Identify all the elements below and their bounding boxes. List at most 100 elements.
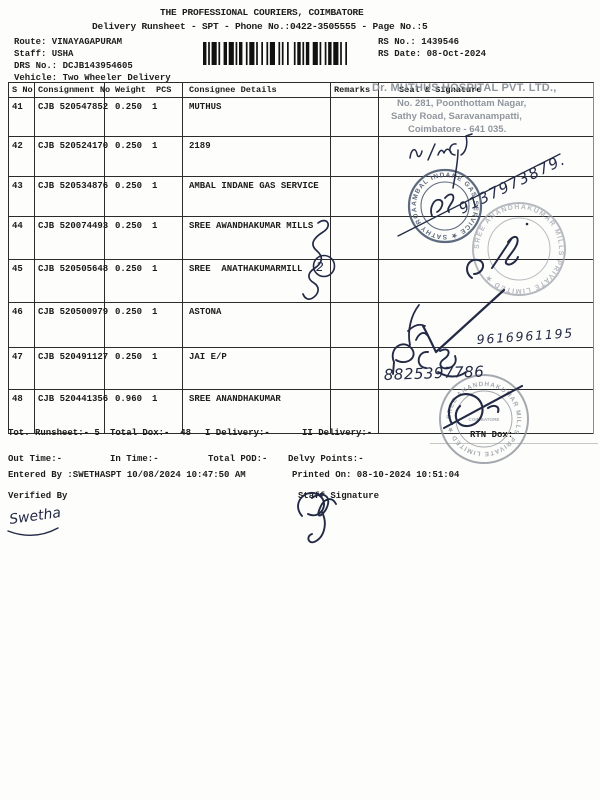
cell-pcs: 1: [152, 181, 158, 191]
cell-remarks: [331, 98, 379, 136]
address-stamp-line2: No. 281, Poonthottam Nagar,: [397, 98, 527, 109]
in-time: In Time:-: [110, 454, 159, 464]
col-pcs: PCS: [155, 85, 172, 95]
cell-remarks: [331, 348, 379, 389]
staff-line: Staff: USHA: [14, 49, 74, 59]
rs-no-line: RS No.: 1439546: [378, 37, 460, 47]
cell-consignment: CJB 520547852: [35, 98, 108, 136]
cell-consignee: SREE ANATHAKUMARMILL: [183, 260, 331, 302]
page-title: THE PROFESSIONAL COURIERS, COIMBATORE: [160, 7, 364, 18]
cell-consignee: AMBAL INDANE GAS SERVICE: [183, 177, 331, 216]
col-consignment: Consignment No: [35, 83, 110, 97]
cell-consignment: CJB 520441356: [35, 390, 108, 433]
cell-pcs: 1: [152, 102, 158, 112]
cell-weight-pcs: 0.250 1: [105, 98, 183, 136]
cell-weight: 0.250: [115, 221, 143, 231]
cell-sno: 43: [9, 177, 35, 216]
cell-consignment: CJB 520074493: [35, 217, 108, 259]
cell-consignee: SREE AWANDHAKUMAR MILLS: [183, 217, 331, 259]
cell-weight-pcs: 0.250 1: [105, 260, 183, 302]
cell-remarks: [331, 390, 379, 433]
address-stamp-line1: Dr. MUTHUS HOSPITAL PVT. LTD.,: [372, 82, 557, 94]
cell-pcs: 1: [152, 264, 158, 274]
table-row: 48 CJB 520441356 0.960 1 SREE ANANDHAKUMAR: [9, 390, 593, 434]
col-weight-pcs: Weight PCS: [105, 83, 183, 97]
route-line: Route: VINAYAGAPURAM: [14, 37, 123, 47]
cell-sno: 44: [9, 217, 35, 259]
swetha-underline-icon: [7, 527, 59, 536]
table-header-row: S No Consignment No Weight PCS Consignee …: [9, 83, 593, 98]
cell-seal: [379, 390, 593, 433]
barcode-icon: [203, 42, 347, 65]
col-consignee: Consignee Details: [183, 83, 331, 97]
col-seal-signature: Seal & Signature: [399, 85, 482, 95]
cell-consignee: JAI E/P: [183, 348, 331, 389]
cell-weight-pcs: 0.250 1: [105, 177, 183, 216]
col-sno: S No: [9, 83, 35, 97]
cell-consignment: CJB 520524170: [35, 137, 108, 176]
cell-pcs: 1: [152, 141, 158, 151]
cell-consignee: MUTHUS: [183, 98, 331, 136]
cell-weight: 0.250: [115, 352, 143, 362]
cell-remarks: [331, 303, 379, 347]
cell-pcs: 1: [152, 352, 158, 362]
cell-sno: 47: [9, 348, 35, 389]
cell-seal: [379, 348, 593, 389]
total-dox: Total Dox:- 48: [110, 428, 192, 438]
ii-delivery: II Delivery:-: [302, 428, 373, 438]
table-body: 41 CJB 520547852 0.250 1 MUTHUS 42 CJB 5205241…: [9, 98, 593, 434]
col-remarks: Remarks: [331, 83, 379, 97]
entered-by: Entered By :SWETHASPT 10/08/2024 10:47:5…: [8, 470, 246, 480]
cell-weight-pcs: 0.250 1: [105, 137, 183, 176]
i-delivery: I Delivery:-: [205, 428, 270, 438]
vehicle-line: Vehicle: Two Wheeler Delivery: [14, 73, 171, 83]
cell-remarks: [331, 217, 379, 259]
cell-remarks: [331, 137, 379, 176]
printed-on: Printed On: 08-10-2024 10:51:04: [292, 470, 460, 480]
cell-consignment: CJB 520505648: [35, 260, 108, 302]
cell-sno: 48: [9, 390, 35, 433]
cell-consignee: SREE ANANDHAKUMAR: [183, 390, 331, 433]
table-row: 41 CJB 520547852 0.250 1 MUTHUS: [9, 98, 593, 137]
cell-sno: 41: [9, 98, 35, 136]
cell-consignment: CJB 520491127: [35, 348, 108, 389]
table-row: 46 CJB 520500979 0.250 1 ASTONA: [9, 303, 593, 348]
cell-pcs: 1: [152, 394, 158, 404]
cell-consignment: CJB 520500979: [35, 303, 108, 347]
page-subtitle: Delivery Runsheet - SPT - Phone No.:0422…: [92, 21, 428, 32]
cell-weight-pcs: 0.250 1: [105, 348, 183, 389]
cell-weight-pcs: 0.250 1: [105, 217, 183, 259]
cell-remarks: [331, 260, 379, 302]
cell-weight-pcs: 0.960 1: [105, 390, 183, 433]
cell-weight-pcs: 0.250 1: [105, 303, 183, 347]
runsheet-table: S No Consignment No Weight PCS Consignee …: [8, 82, 594, 434]
cell-consignment: CJB 520534876: [35, 177, 108, 216]
cell-weight: 0.960: [115, 394, 143, 404]
address-stamp-line3: Sathy Road, Saravanampatti,: [391, 111, 522, 122]
table-row: 45 CJB 520505648 0.250 1 SREE ANATHAKUMARMIL…: [9, 260, 593, 303]
cell-weight: 0.250: [115, 141, 143, 151]
table-row: 42 CJB 520524170 0.250 1 2189: [9, 137, 593, 177]
total-pod: Total POD:-: [208, 454, 268, 464]
rs-date-line: RS Date: 08-Oct-2024: [378, 49, 487, 59]
cell-seal: [379, 260, 593, 302]
delvy-points: Delvy Points:-: [288, 454, 364, 464]
table-row: 43 CJB 520534876 0.250 1 AMBAL INDANE GAS SE…: [9, 177, 593, 217]
cell-weight: 0.250: [115, 307, 143, 317]
rtn-dox-line: [430, 443, 598, 444]
rtn-dox: RTN Dox:: [470, 430, 514, 440]
cell-seal: [379, 217, 593, 259]
cell-seal: [379, 177, 593, 216]
cell-consignee: ASTONA: [183, 303, 331, 347]
handwritten-verified-signature: Swetha: [8, 505, 62, 528]
cell-seal: [379, 137, 593, 176]
cell-sno: 46: [9, 303, 35, 347]
cell-remarks: [331, 177, 379, 216]
table-row: 47 CJB 520491127 0.250 1 JAI E/P: [9, 348, 593, 390]
cell-weight: 0.250: [115, 102, 143, 112]
cell-seal: [379, 303, 593, 347]
cell-consignee: 2189: [183, 137, 331, 176]
col-weight: Weight: [115, 85, 146, 95]
out-time: Out Time:-: [8, 454, 63, 464]
